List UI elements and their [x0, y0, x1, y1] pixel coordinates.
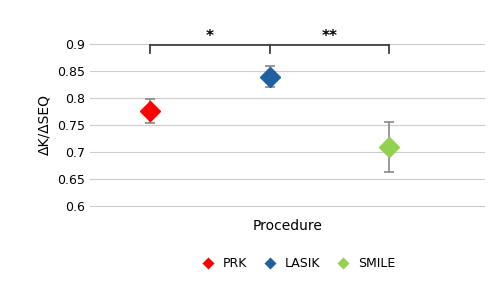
Text: **: **	[322, 29, 338, 44]
Text: *: *	[206, 29, 214, 44]
Legend: PRK, LASIK, SMILE: PRK, LASIK, SMILE	[190, 252, 400, 275]
X-axis label: Procedure: Procedure	[252, 219, 322, 233]
Y-axis label: ΔK/ΔSEQ: ΔK/ΔSEQ	[38, 94, 52, 155]
